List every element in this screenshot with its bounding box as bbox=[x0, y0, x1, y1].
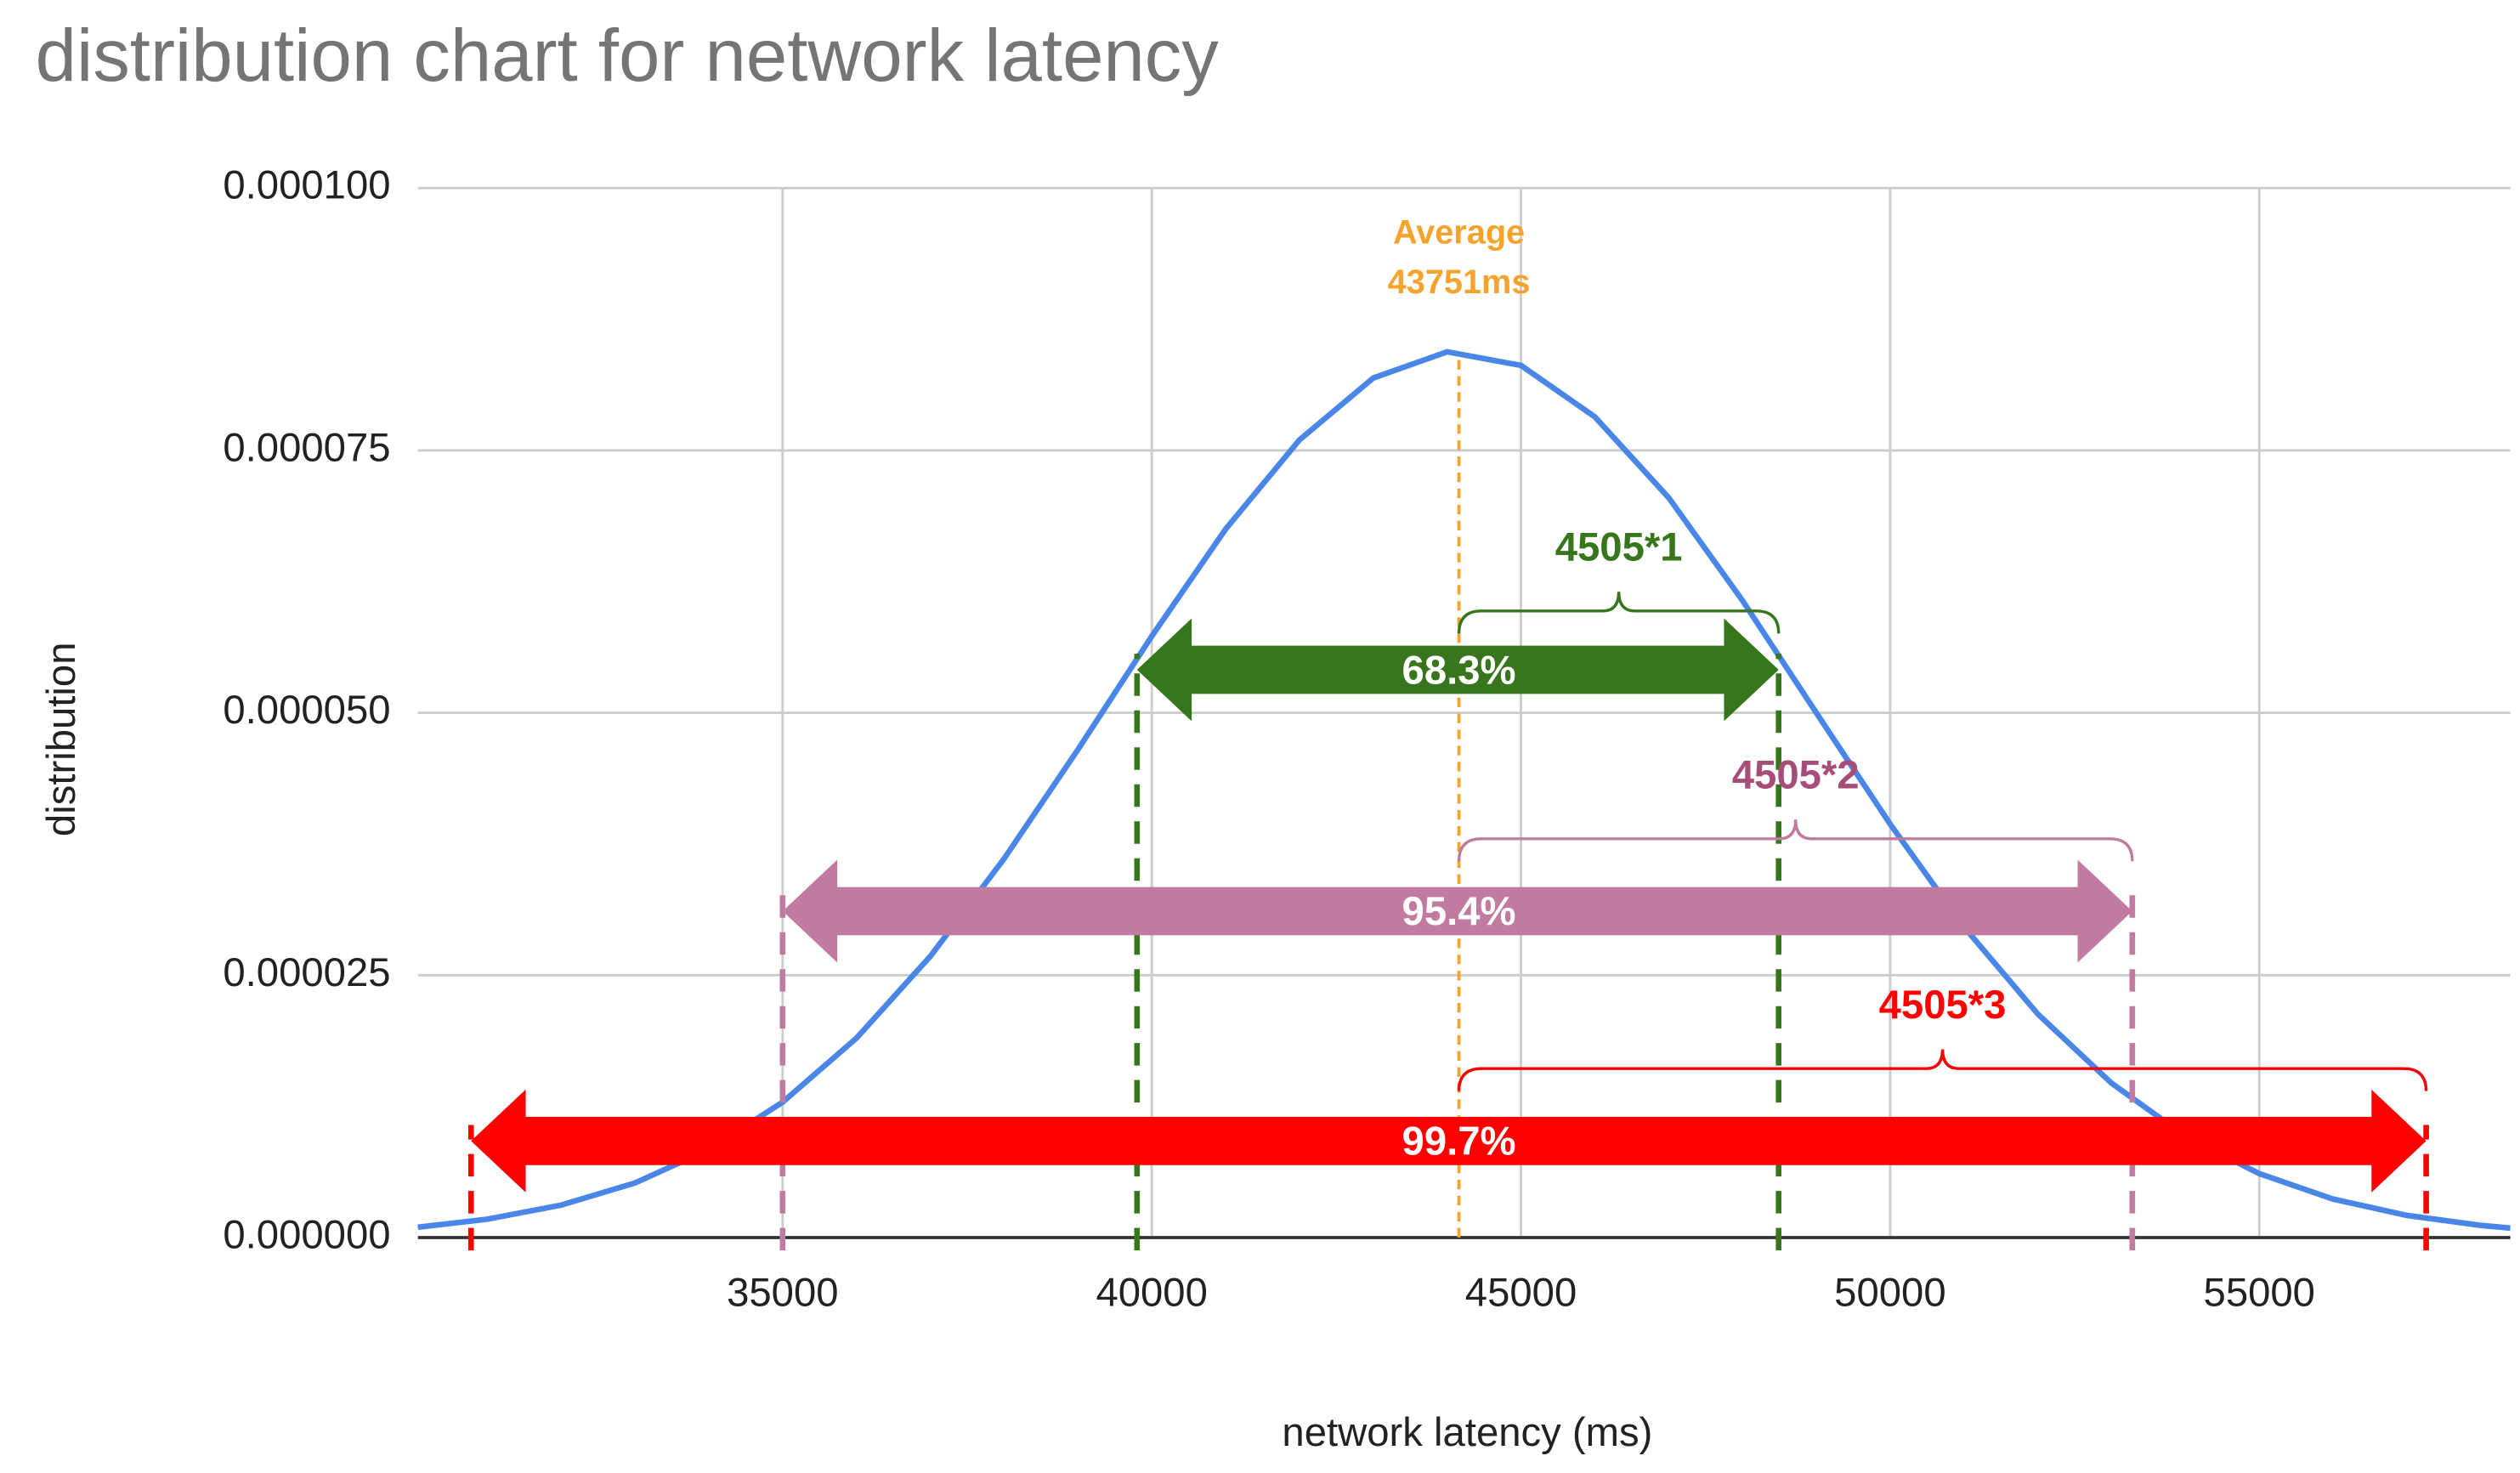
y-tick-label: 0.000075 bbox=[223, 425, 390, 470]
range-label: 99.7% bbox=[1402, 1119, 1516, 1164]
y-tick-label: 0.000050 bbox=[223, 688, 390, 733]
x-tick-label: 55000 bbox=[2204, 1271, 2315, 1316]
brace-label: 4505*1 bbox=[1555, 524, 1683, 569]
range-arrow bbox=[1136, 618, 1779, 722]
y-tick-label: 0.000000 bbox=[223, 1212, 390, 1257]
brace-label: 4505*2 bbox=[1732, 752, 1860, 797]
range-brace bbox=[1457, 819, 2134, 862]
range-label: 95.4% bbox=[1402, 889, 1516, 934]
x-tick-label: 35000 bbox=[727, 1271, 838, 1316]
y-tick-label: 0.000100 bbox=[223, 163, 390, 208]
brace-label: 4505*3 bbox=[1879, 983, 2007, 1028]
range-brace bbox=[1457, 1049, 2428, 1091]
average-label: 43751ms bbox=[1388, 263, 1531, 301]
x-axis-label: network latency (ms) bbox=[1282, 1410, 1652, 1455]
range-brace bbox=[1457, 592, 1781, 634]
x-tick-label: 50000 bbox=[1834, 1271, 1945, 1316]
y-axis-label: distribution bbox=[39, 643, 84, 837]
x-tick-label: 45000 bbox=[1465, 1271, 1577, 1316]
range-arrow bbox=[471, 1089, 2427, 1193]
distribution-line bbox=[417, 348, 2511, 1232]
average-label: Average bbox=[1393, 214, 1525, 252]
x-tick-label: 40000 bbox=[1096, 1271, 1207, 1316]
y-tick-label: 0.000025 bbox=[223, 950, 390, 995]
range-label: 68.3% bbox=[1402, 648, 1516, 693]
chart-title: distribution chart for network latency bbox=[36, 14, 1220, 97]
range-arrow bbox=[782, 859, 2132, 963]
